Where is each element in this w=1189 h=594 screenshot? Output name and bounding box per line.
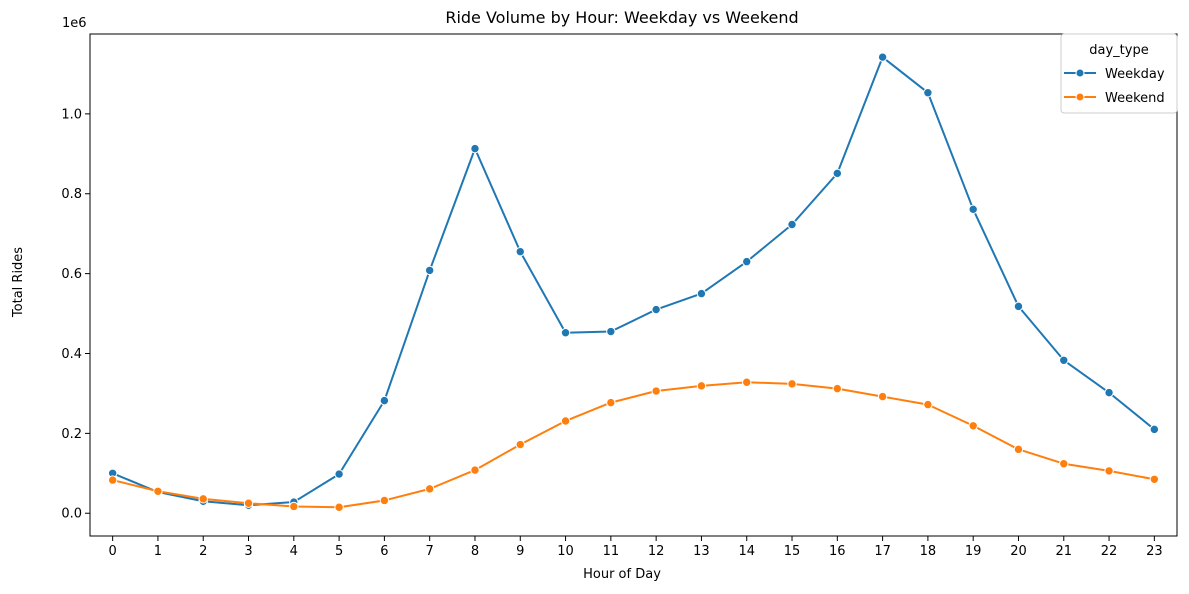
x-tick-label: 10	[557, 544, 574, 559]
data-point-weekend	[696, 381, 707, 391]
x-tick-label: 7	[426, 544, 434, 559]
x-tick-label: 19	[965, 544, 982, 559]
data-point-weekend	[334, 502, 344, 512]
legend-label-weekday: Weekday	[1105, 67, 1165, 82]
data-point-weekday	[651, 304, 661, 315]
x-axis-label: Hour of Day	[583, 567, 661, 582]
data-point-weekday	[923, 88, 933, 98]
data-point-weekend	[1059, 459, 1069, 469]
x-tick-label: 21	[1055, 544, 1072, 559]
y-offset-label: 1e6	[62, 16, 87, 31]
data-point-weekend	[968, 421, 978, 431]
x-tick-label: 8	[471, 544, 479, 559]
data-point-weekday	[1149, 424, 1160, 435]
y-tick-label: 0.4	[61, 347, 82, 362]
legend-marker-weekend	[1075, 92, 1085, 102]
x-tick-label: 3	[244, 544, 252, 559]
x-tick-label: 12	[648, 544, 665, 559]
legend-label-weekend: Weekend	[1105, 91, 1165, 106]
data-point-weekend	[606, 397, 616, 408]
data-point-weekend	[832, 383, 843, 394]
data-point-weekday	[560, 328, 571, 338]
data-point-weekend	[877, 391, 888, 402]
chart-title: Ride Volume by Hour: Weekday vs Weekend	[445, 8, 798, 27]
legend-marker-weekday	[1075, 68, 1085, 78]
x-tick-label: 14	[738, 544, 755, 559]
series-line-weekday	[111, 56, 1156, 507]
data-point-weekend	[198, 494, 208, 504]
axes: 0 1 2 3 4 5 6 7 8 9 10 11 12 13 14 15 16 17 18 19 20 21 22 230.…	[61, 33, 1178, 559]
x-tick-label: 15	[784, 544, 801, 559]
data-point-weekend	[787, 379, 797, 389]
y-tick-label: 1.0	[61, 107, 82, 122]
data-point-weekday	[787, 219, 797, 230]
data-point-weekday	[379, 395, 390, 406]
y-tick-label: 0.2	[61, 427, 82, 442]
x-tick-label: 22	[1101, 544, 1118, 559]
x-tick-label: 11	[603, 544, 620, 559]
data-point-weekday	[470, 143, 480, 154]
data-point-weekend	[923, 399, 933, 410]
data-point-weekday	[1104, 387, 1114, 398]
x-tick-label: 5	[335, 544, 343, 559]
data-point-weekday	[968, 204, 978, 215]
data-point-weekend	[1104, 466, 1114, 476]
x-tick-label: 9	[516, 544, 524, 559]
data-point-weekday	[877, 52, 888, 62]
x-tick-label: 23	[1146, 544, 1163, 559]
y-tick-label: 0.6	[61, 267, 82, 282]
x-tick-label: 17	[874, 544, 891, 559]
legend-title: day_type	[1089, 43, 1148, 58]
data-point-weekend	[651, 386, 661, 396]
data-point-weekend	[424, 484, 435, 494]
x-tick-label: 0	[109, 544, 117, 559]
legend: day_type Weekday Weekend	[1060, 33, 1178, 114]
plot-frame	[89, 33, 1178, 537]
y-tick-label: 0.0	[61, 507, 82, 522]
data-point-weekday	[424, 265, 435, 276]
data-point-weekday	[1013, 301, 1024, 312]
data-point-weekday	[515, 246, 525, 257]
x-tick-label: 20	[1010, 544, 1027, 559]
x-tick-label: 4	[290, 544, 298, 559]
series-line-weekend	[111, 381, 1156, 509]
data-point-weekend	[560, 416, 571, 426]
data-point-weekend	[1149, 474, 1160, 484]
data-point-weekday	[696, 288, 707, 299]
data-point-weekday	[832, 168, 843, 179]
data-point-weekday	[334, 469, 344, 479]
data-point-weekend	[515, 439, 525, 450]
y-axis-label: Total Rides	[11, 247, 26, 318]
x-tick-label: 6	[380, 544, 388, 559]
x-tick-label: 1	[154, 544, 162, 559]
data-point-weekend	[1013, 444, 1024, 455]
data-point-weekend	[243, 498, 254, 508]
y-tick-label: 0.8	[61, 187, 82, 202]
data-point-weekend	[153, 486, 163, 496]
series-layer	[107, 52, 1160, 512]
data-point-weekday	[742, 256, 752, 267]
data-point-weekend	[289, 501, 299, 512]
x-tick-label: 2	[199, 544, 207, 559]
data-point-weekend	[742, 377, 752, 387]
data-point-weekday	[1059, 355, 1069, 365]
x-tick-label: 18	[920, 544, 937, 559]
x-tick-label: 16	[829, 544, 846, 559]
data-point-weekend	[107, 475, 118, 485]
data-point-weekend	[470, 465, 480, 475]
x-tick-label: 13	[693, 544, 710, 559]
data-point-weekday	[606, 326, 616, 337]
legend-frame	[1060, 33, 1178, 114]
data-point-weekend	[379, 495, 390, 506]
